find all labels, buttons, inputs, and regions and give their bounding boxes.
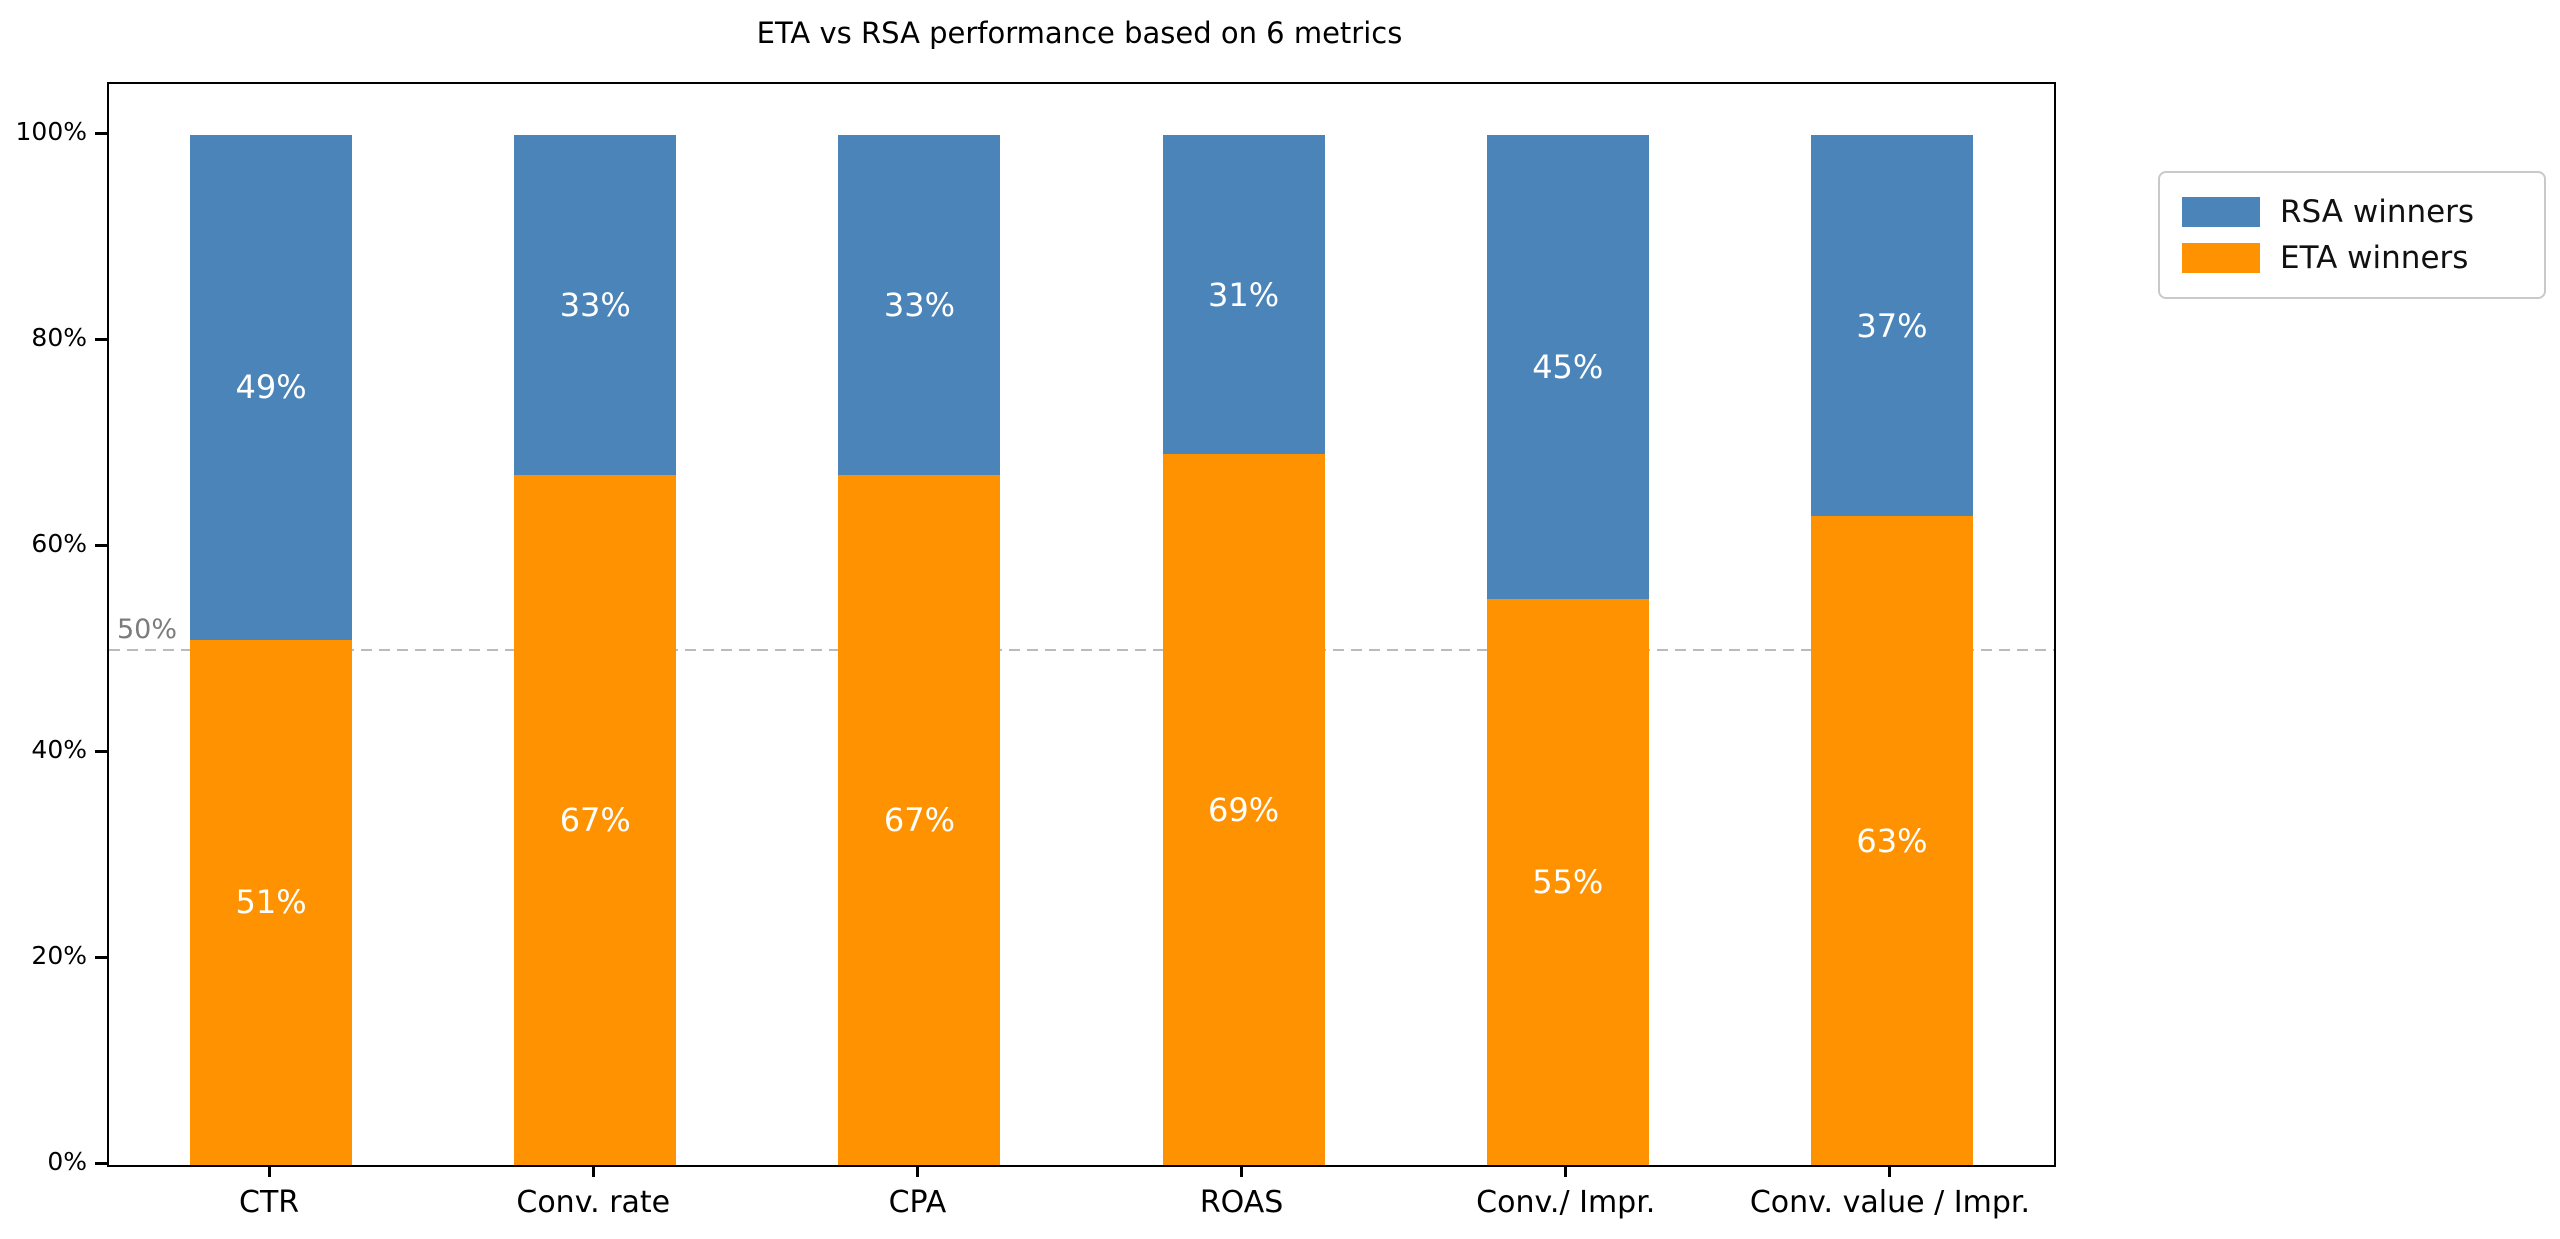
y-tick-label: 60% (31, 529, 87, 558)
bars-layer: 51% 49% 67% 33% 67% 33% 69% 31% 55% 45% 63% 37% (109, 84, 2054, 1165)
bar-value-label: 33% (559, 285, 631, 324)
y-tick-label: 40% (31, 735, 87, 764)
x-axis-label-cpa: CPA (888, 1185, 947, 1220)
bar-value-label: 49% (235, 368, 307, 407)
bar-value-label: 69% (1208, 790, 1280, 829)
bar-value-label: 67% (883, 800, 955, 839)
bar-ctr: 51% 49% (190, 135, 353, 1165)
bar-value-label: 63% (1856, 821, 1928, 860)
x-tick-mark (915, 1165, 919, 1177)
y-tick-mark (95, 750, 107, 753)
bar-value-label: 67% (559, 800, 631, 839)
bar-segment-eta-winners-roas: 69% (1162, 454, 1325, 1165)
bar-value-label: 45% (1532, 347, 1604, 386)
bar-segment-eta-winners-conv-impr: 55% (1486, 598, 1649, 1165)
y-tick-mark (95, 956, 107, 959)
bar-value-label: 33% (883, 285, 955, 324)
bar-conv-impr: 55% 45% (1486, 135, 1649, 1165)
plot-area: 50% 51% 49% 67% 33% 67% 33% 69% 31% 55% 45% 63% 37% (107, 82, 2056, 1167)
bar-segment-rsa-winners-cpa: 33% (838, 135, 1001, 475)
bar-segment-rsa-winners-roas: 31% (1162, 135, 1325, 455)
y-tick-mark (95, 132, 107, 135)
fifty-percent-label: 50% (117, 614, 178, 645)
x-axis-label-conv-impr: Conv./ Impr. (1476, 1185, 1656, 1220)
x-axis-label-conv-rate: Conv. rate (516, 1185, 671, 1220)
y-tick-label: 20% (31, 941, 87, 970)
bar-roas: 69% 31% (1162, 135, 1325, 1165)
bar-segment-eta-winners-cpa: 67% (838, 474, 1001, 1165)
bar-cpa: 67% 33% (838, 135, 1001, 1165)
x-tick-mark (591, 1165, 595, 1177)
bar-segment-rsa-winners-conv-value-impr: 37% (1810, 135, 1973, 517)
y-tick-mark (95, 338, 107, 341)
y-tick-label: 100% (15, 117, 87, 146)
legend-label: ETA winners (2280, 240, 2469, 276)
bar-segment-rsa-winners-ctr: 49% (190, 135, 353, 640)
bar-segment-eta-winners-conv-rate: 67% (514, 474, 677, 1165)
x-tick-mark (1888, 1165, 1892, 1177)
x-axis-label-conv-value-impr: Conv. value / Impr. (1749, 1185, 2030, 1220)
bar-conv-value-impr: 63% 37% (1810, 135, 1973, 1165)
legend-swatch-eta-winners (2182, 243, 2260, 273)
legend-label: RSA winners (2280, 194, 2475, 230)
fifty-percent-reference-line (109, 649, 2054, 651)
y-tick-label: 0% (47, 1147, 87, 1176)
bar-conv-rate: 67% 33% (514, 135, 677, 1165)
legend-rows: RSA winners ETA winners (2182, 189, 2544, 281)
chart-title: ETA vs RSA performance based on 6 metric… (756, 16, 1403, 50)
bar-segment-rsa-winners-conv-impr: 45% (1486, 135, 1649, 599)
bar-value-label: 31% (1208, 275, 1280, 314)
x-axis-label-ctr: CTR (239, 1185, 300, 1220)
bar-segment-eta-winners-ctr: 51% (190, 639, 353, 1165)
legend-item-rsa-winners: RSA winners (2182, 189, 2544, 235)
x-tick-mark (1240, 1165, 1244, 1177)
legend-swatch-rsa-winners (2182, 197, 2260, 227)
y-tick-mark (95, 1162, 107, 1165)
y-tick-mark (95, 544, 107, 547)
x-axis-label-roas: ROAS (1199, 1185, 1284, 1220)
legend-item-eta-winners: ETA winners (2182, 235, 2544, 281)
x-tick-mark (267, 1165, 271, 1177)
bar-segment-eta-winners-conv-value-impr: 63% (1810, 516, 1973, 1165)
bar-value-label: 37% (1856, 306, 1928, 345)
bar-value-label: 51% (235, 883, 307, 922)
legend: RSA winners ETA winners (2158, 171, 2546, 299)
bar-value-label: 55% (1532, 862, 1604, 901)
x-tick-mark (1564, 1165, 1568, 1177)
y-tick-label: 80% (31, 323, 87, 352)
bar-segment-rsa-winners-conv-rate: 33% (514, 135, 677, 475)
